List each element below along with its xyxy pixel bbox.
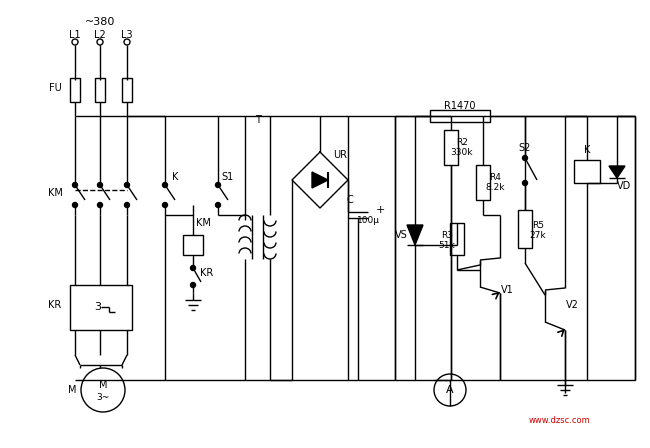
Text: L1: L1 bbox=[69, 30, 81, 40]
Text: R3: R3 bbox=[441, 231, 453, 240]
Circle shape bbox=[216, 202, 220, 207]
Text: R4: R4 bbox=[489, 172, 501, 181]
Circle shape bbox=[190, 283, 196, 288]
Bar bbox=[430, 110, 490, 122]
Text: VS: VS bbox=[395, 230, 408, 240]
Text: UR: UR bbox=[333, 150, 347, 160]
Text: V2: V2 bbox=[566, 300, 578, 310]
Bar bbox=[518, 210, 532, 248]
Text: L3: L3 bbox=[121, 30, 133, 40]
Text: 3: 3 bbox=[94, 302, 101, 312]
Text: www.dzsc.com: www.dzsc.com bbox=[529, 415, 591, 425]
Circle shape bbox=[72, 39, 78, 45]
Text: T: T bbox=[255, 115, 261, 125]
Text: K: K bbox=[584, 145, 590, 155]
Text: M: M bbox=[68, 385, 76, 395]
Circle shape bbox=[523, 181, 528, 185]
Bar bbox=[574, 160, 600, 183]
Text: KR: KR bbox=[200, 268, 214, 278]
Bar bbox=[70, 78, 80, 102]
Text: ~380: ~380 bbox=[84, 17, 115, 27]
Polygon shape bbox=[407, 225, 423, 245]
Circle shape bbox=[125, 202, 129, 207]
Text: 3~: 3~ bbox=[96, 392, 110, 401]
Bar bbox=[444, 130, 458, 165]
Text: R1470: R1470 bbox=[444, 101, 476, 111]
Text: C: C bbox=[346, 195, 354, 205]
Text: M: M bbox=[99, 380, 107, 390]
Bar bbox=[183, 235, 203, 255]
Text: K: K bbox=[172, 172, 178, 182]
Text: 100μ: 100μ bbox=[356, 215, 380, 224]
Circle shape bbox=[190, 266, 196, 271]
Bar bbox=[70, 285, 132, 330]
Polygon shape bbox=[312, 172, 328, 188]
Bar bbox=[450, 223, 464, 255]
Text: KR: KR bbox=[48, 300, 62, 310]
Text: S2: S2 bbox=[519, 143, 531, 153]
Text: R2: R2 bbox=[456, 138, 468, 146]
Text: FU: FU bbox=[49, 83, 61, 93]
Text: KM: KM bbox=[196, 218, 211, 228]
Circle shape bbox=[162, 202, 168, 207]
Circle shape bbox=[162, 182, 168, 188]
Circle shape bbox=[98, 182, 103, 188]
Text: S1: S1 bbox=[222, 172, 234, 182]
Bar bbox=[95, 78, 105, 102]
Text: L2: L2 bbox=[94, 30, 106, 40]
Text: R5: R5 bbox=[532, 220, 544, 229]
Circle shape bbox=[98, 202, 103, 207]
Text: VD: VD bbox=[617, 181, 631, 191]
Text: 8.2k: 8.2k bbox=[486, 182, 505, 191]
Text: 27k: 27k bbox=[530, 231, 546, 240]
Circle shape bbox=[81, 368, 125, 412]
Polygon shape bbox=[609, 166, 625, 178]
Bar bbox=[122, 78, 132, 102]
Text: +: + bbox=[375, 205, 385, 215]
Circle shape bbox=[97, 39, 103, 45]
Circle shape bbox=[434, 374, 466, 406]
Circle shape bbox=[523, 155, 528, 160]
Text: 51k: 51k bbox=[439, 241, 456, 250]
Text: V1: V1 bbox=[500, 285, 514, 295]
Text: KM: KM bbox=[47, 188, 62, 198]
Text: 330k: 330k bbox=[450, 147, 473, 156]
Circle shape bbox=[125, 182, 129, 188]
Bar bbox=[476, 165, 490, 200]
Circle shape bbox=[216, 182, 220, 188]
Circle shape bbox=[73, 202, 77, 207]
Text: A: A bbox=[446, 385, 454, 395]
Circle shape bbox=[73, 182, 77, 188]
Circle shape bbox=[124, 39, 130, 45]
